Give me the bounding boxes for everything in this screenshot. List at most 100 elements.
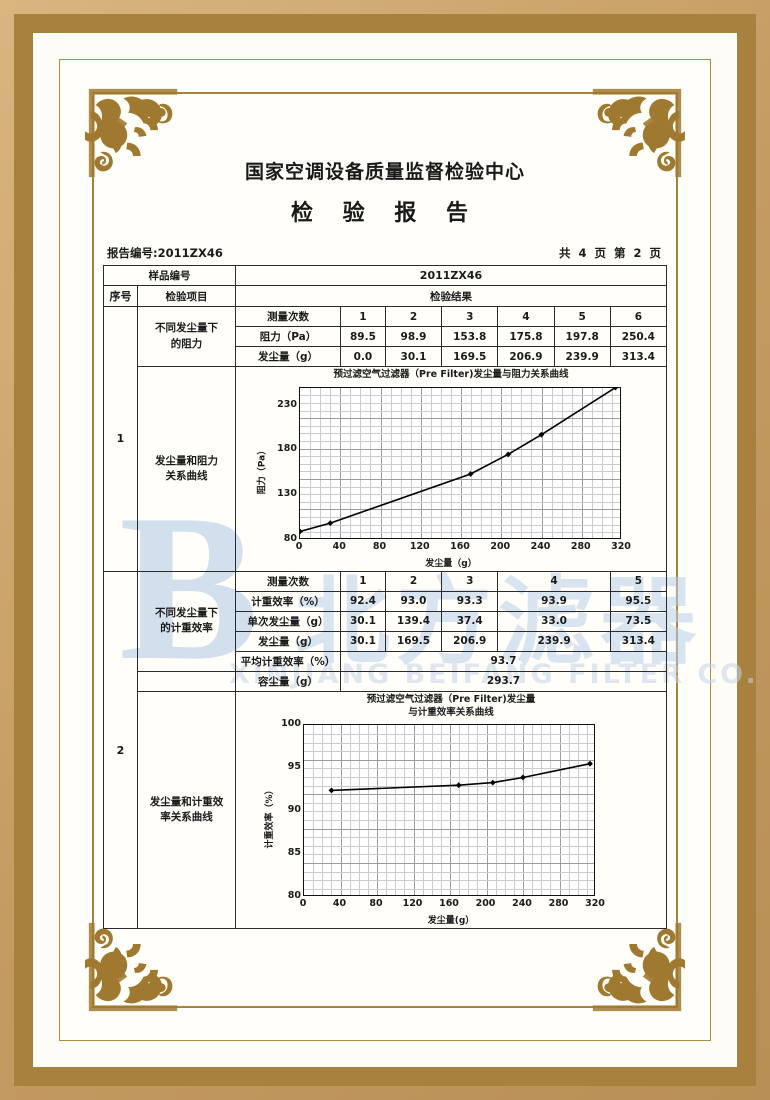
grid-line-horizontal — [304, 811, 594, 813]
cell-resistance-2: 98.9 — [384, 326, 443, 347]
grid-line-horizontal — [300, 433, 620, 435]
cell-dust2-2: 169.5 — [384, 630, 443, 652]
paper-surface: B 北方滤器 XINJIANG BEIFANG FILTER CO. LTD 国… — [59, 59, 770, 1041]
cell-resistance-5: 197.8 — [553, 326, 611, 347]
cell-dust1-4: 206.9 — [497, 346, 555, 367]
y-tick-label: 130 — [277, 488, 297, 500]
table-row-resistance: 阻力（Pa） 89.5 98.9 153.8 175.8 197.8 250.4 — [104, 326, 668, 347]
grid-line-horizontal — [304, 845, 594, 847]
x-tick-label: 80 — [369, 898, 383, 910]
report-number-group: 报告编号:2011ZX46 — [107, 245, 223, 261]
grid-line-vertical — [532, 725, 534, 896]
grid-line-horizontal — [300, 418, 620, 420]
cell-avg-efficiency: 93.7 — [340, 650, 667, 672]
y-tick-label: 95 — [287, 761, 301, 773]
x-tick-label: 120 — [402, 898, 423, 910]
grid-line-horizontal — [300, 517, 620, 518]
grid-line-vertical — [581, 387, 583, 538]
cell-single-dust-4: 33.0 — [497, 610, 611, 632]
section1-item-resistance-line2: 的阻力 — [170, 337, 203, 350]
grid-line-vertical — [577, 725, 579, 896]
x-tick-label: 0 — [299, 898, 307, 910]
grid-line-horizontal — [304, 880, 594, 882]
cell-dust1-3: 169.5 — [441, 346, 499, 367]
grid-line-vertical — [370, 387, 372, 538]
grid-line-vertical — [430, 387, 432, 538]
grid-line-vertical — [380, 387, 382, 538]
section1-item-curve-line2: 关系曲线 — [165, 469, 208, 482]
x-tick-label: 280 — [570, 540, 591, 552]
grid-line-vertical — [511, 387, 513, 538]
section2-item-capacity-spacer — [137, 670, 236, 692]
section1-index-value: 1 — [116, 432, 125, 446]
pw2-series — [328, 761, 593, 794]
chart-cell-1: 预过滤空气过滤器（Pre Filter)发尘量与阻力关系曲线 阻力（Pa） 80… — [235, 366, 667, 572]
grid-line-horizontal — [300, 524, 620, 526]
grid-line-vertical — [420, 387, 422, 538]
section2-index: 2 — [103, 570, 138, 930]
chart2-title: 预过滤空气过滤器（Pre Filter)发尘量 与计重效率关系曲线 — [237, 694, 665, 720]
cell-measure-1-3: 3 — [441, 306, 499, 327]
chart2-title-line1: 预过滤空气过滤器（Pre Filter)发尘量 — [366, 693, 536, 705]
grid-line-horizontal — [300, 494, 620, 496]
section2-item-efficiency: 不同发尘量下 的计重效率 — [137, 570, 236, 672]
grid-line-horizontal — [300, 425, 620, 427]
grid-line-vertical — [559, 725, 561, 896]
grid-line-horizontal — [300, 448, 620, 450]
x-tick-label: 200 — [475, 898, 496, 910]
grid-line-horizontal — [304, 742, 594, 744]
cell-dust2-3: 206.9 — [441, 630, 499, 652]
grid-line-horizontal — [304, 751, 594, 753]
section2-index-value: 2 — [116, 743, 125, 757]
pw2-plot-box — [303, 724, 595, 897]
grid-line-horizontal — [300, 479, 620, 480]
sample-number-value: 2011ZX46 — [235, 265, 667, 286]
grid-line-horizontal — [300, 532, 620, 534]
grid-line-horizontal — [304, 768, 594, 770]
table-row-measure-1: 1 不同发尘量下 的阻力 测量次数 1 2 3 4 5 — [103, 306, 668, 572]
x-tick-label: 160 — [450, 540, 470, 552]
grid-line-vertical — [404, 725, 406, 896]
cell-dust2-4: 239.9 — [497, 630, 611, 652]
x-tick-label: 240 — [512, 898, 532, 910]
grid-line-horizontal — [304, 863, 594, 865]
cell-measure-1-6: 6 — [609, 306, 668, 327]
chart-dust-vs-resistance: 预过滤空气过滤器（Pre Filter)发尘量与阻力关系曲线 阻力（Pa） 80… — [237, 369, 665, 569]
x-tick-label: 200 — [490, 540, 511, 552]
grid-line-vertical — [320, 387, 322, 538]
column-header-item: 检验项目 — [137, 285, 236, 307]
section2-item-curve: 发尘量和计重效 率关系曲线 — [137, 690, 236, 930]
section1-item-curve: 发尘量和阻力 关系曲线 — [137, 366, 236, 572]
y-tick-label: 80 — [287, 890, 301, 902]
cell-measure-2-2: 2 — [384, 570, 443, 592]
grid-line-vertical — [395, 725, 397, 896]
certificate-mid-frame: B 北方滤器 XINJIANG BEIFANG FILTER CO. LTD 国… — [14, 14, 770, 1086]
grid-line-vertical — [330, 387, 332, 538]
grid-line-vertical — [322, 725, 324, 896]
x-tick-label: 40 — [332, 540, 346, 552]
table-row-measure-2: 2 不同发尘量下 的计重效率 测量次数 1 2 3 4 5 — [103, 570, 668, 930]
section1-index: 1 — [103, 306, 138, 572]
cell-dust1-5: 239.9 — [553, 346, 611, 367]
grid-line-vertical — [591, 387, 593, 538]
cell-single-dust-5: 73.5 — [609, 610, 668, 632]
grid-line-horizontal — [300, 509, 620, 511]
grid-line-vertical — [367, 725, 369, 896]
cell-efficiency-1: 92.4 — [340, 590, 386, 612]
grid-line-horizontal — [300, 471, 620, 473]
y-tick-label: 80 — [283, 532, 297, 544]
grid-line-horizontal — [300, 403, 620, 404]
grid-line-vertical — [586, 725, 588, 896]
cell-resistance-6: 250.4 — [609, 326, 668, 347]
grid-line-horizontal — [304, 828, 594, 830]
row-header-avg-efficiency: 平均计重效率（%） — [235, 650, 341, 672]
section2-item-efficiency-line2: 的计重效率 — [160, 622, 213, 635]
grid-line-vertical — [568, 725, 570, 896]
grid-line-vertical — [450, 725, 451, 896]
y-tick-label: 100 — [281, 718, 301, 730]
row-header-dust-1: 发尘量（g） — [235, 346, 341, 367]
chart1-title: 预过滤空气过滤器（Pre Filter)发尘量与阻力关系曲线 — [333, 369, 569, 380]
ornament-corner-bottom-left — [85, 919, 181, 1015]
cell-resistance-1: 89.5 — [340, 326, 386, 347]
chart1-x-axis-label: 发尘量（g） — [425, 558, 477, 569]
